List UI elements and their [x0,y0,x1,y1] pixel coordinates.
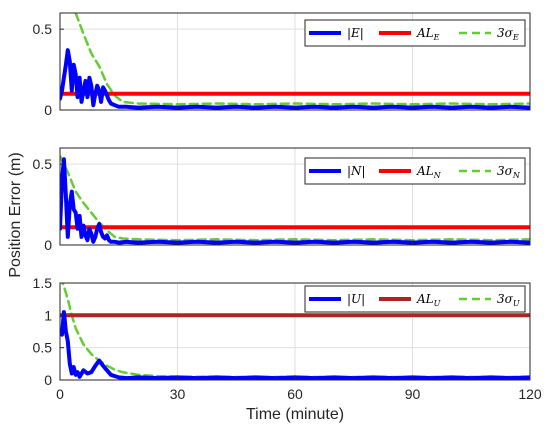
x-tick-label: 120 [518,386,542,402]
y-tick-label: 1 [44,307,52,323]
series-sigma-e [74,13,530,106]
legend-label: |U| [347,292,365,306]
series-error-u [60,310,530,380]
legend-u: |U| ALU 3σU [304,285,526,313]
panel-n: 0 0.5 |N| ALN 3σN [33,147,531,253]
y-tick-label: 0 [44,372,52,388]
y-axis-label: Position Error (m) [7,152,24,277]
y-tick-label: 0.5 [33,21,53,37]
series-sigma-n [60,154,530,242]
panel-u: 0 0.5 1 1.5 0 30 60 90 120 |U| ALU 3σU [33,275,542,402]
y-tick-label: 1.5 [33,275,53,291]
x-tick-label: 0 [56,386,64,402]
series-error-n [60,157,530,245]
x-tick-label: 90 [405,386,421,402]
legend-label: |E| [347,26,364,40]
x-axis-label: Time (minute) [246,406,344,423]
legend-n: |N| ALN 3σN [304,157,526,185]
y-tick-label: 0.5 [33,340,53,356]
x-tick-label: 30 [170,386,186,402]
series-error-e [60,48,530,110]
y-tick-label: 0.5 [33,156,53,172]
legend-label: |N| [347,164,366,178]
legend-e: |E| ALE 3σE [304,19,526,47]
y-tick-label: 0 [44,102,52,118]
x-tick-label: 60 [287,386,303,402]
panel-e: 0 0.5 |E| ALE 3σE [33,12,531,118]
y-tick-label: 0 [44,237,52,253]
